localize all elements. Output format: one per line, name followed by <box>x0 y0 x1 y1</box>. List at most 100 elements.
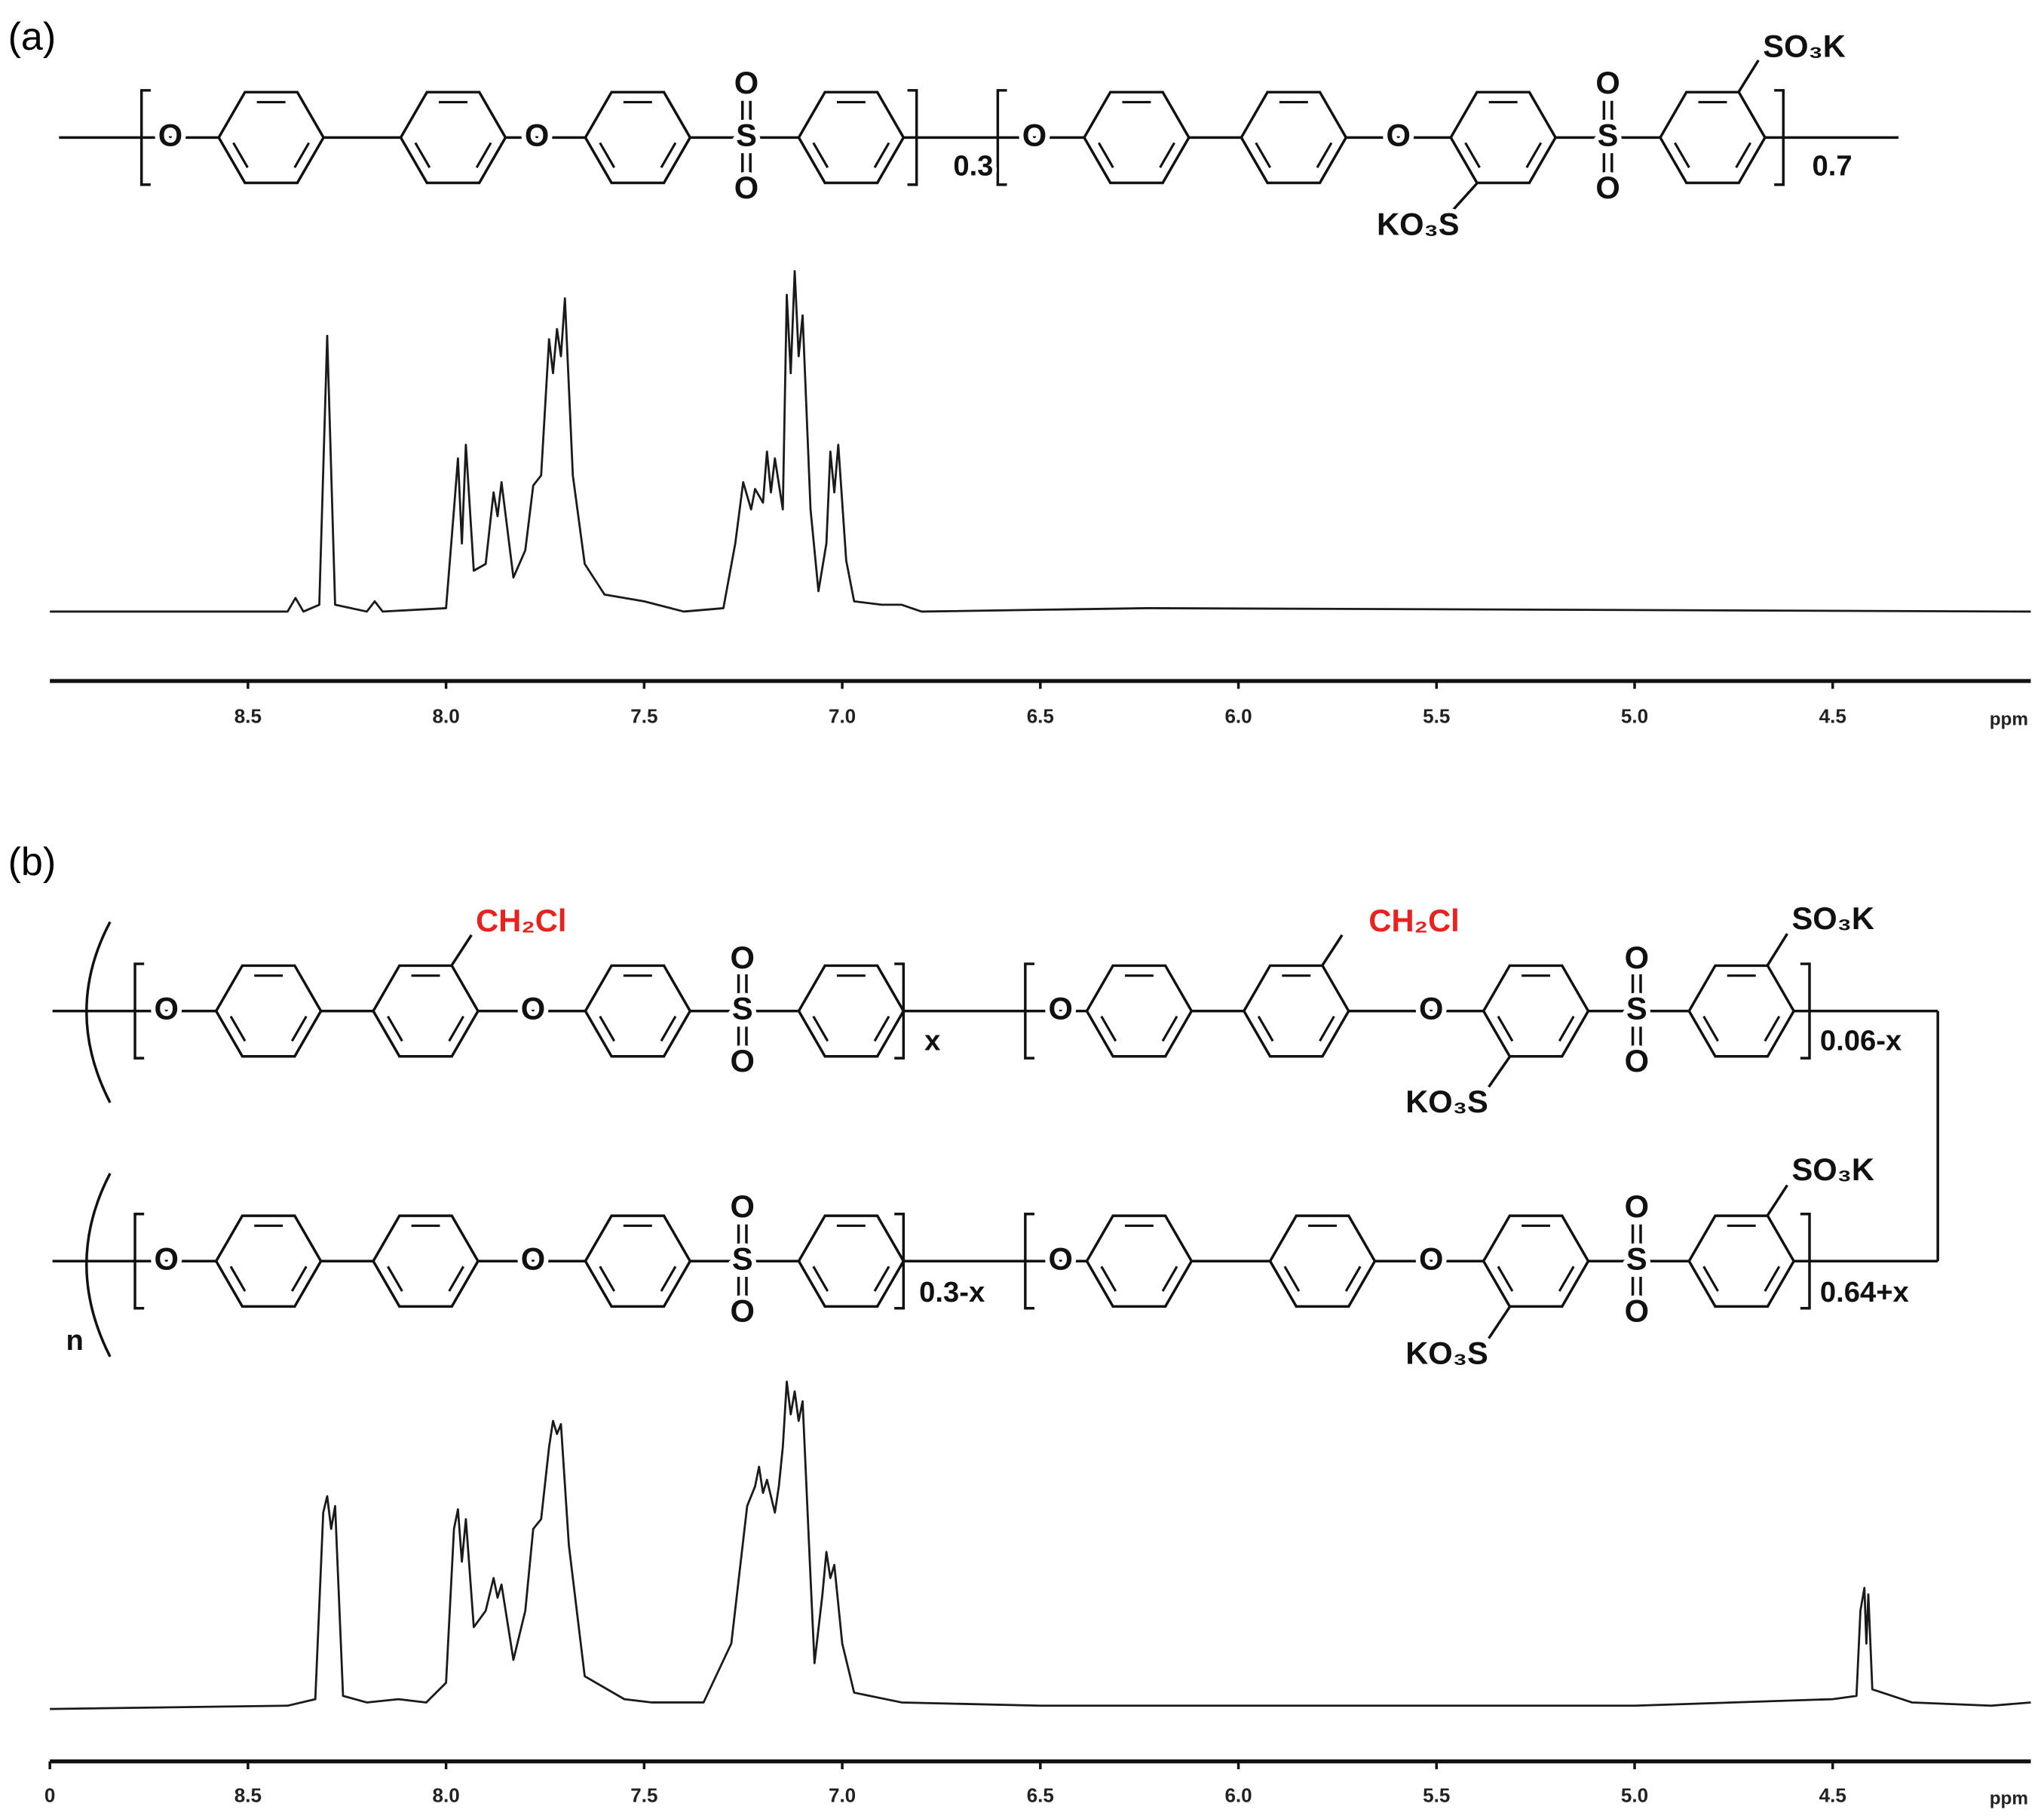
structure-label: O <box>154 991 178 1026</box>
bracket <box>133 1213 145 1310</box>
ring <box>1085 1214 1194 1308</box>
x-tick-label: 6.5 <box>1027 1784 1054 1806</box>
bond <box>1558 1015 1575 1042</box>
bond <box>812 142 829 168</box>
structure-label: S <box>1626 991 1647 1026</box>
bond <box>1321 934 1344 966</box>
structure-label: O <box>158 117 182 152</box>
bracket <box>1774 89 1785 186</box>
bracket <box>907 89 918 186</box>
bond <box>232 142 249 168</box>
structure-label: O <box>731 1043 755 1078</box>
structure-label: O <box>1625 940 1649 975</box>
bond <box>1100 1015 1117 1042</box>
x-tick-label: 8.0 <box>433 704 460 727</box>
bracket <box>894 1213 906 1310</box>
ring <box>1482 1214 1590 1308</box>
bond <box>1257 1015 1274 1042</box>
structure-label: KO₃S <box>1405 1335 1488 1370</box>
x-tick-label: 8.5 <box>234 704 262 727</box>
x-tick-label: 8.0 <box>433 1784 460 1806</box>
structure-label: O <box>525 117 549 152</box>
ring <box>1659 90 1767 185</box>
structure-label: O <box>1387 117 1411 152</box>
structure-label: 0.06-x <box>1820 1024 1902 1057</box>
parenthesis <box>85 1173 112 1357</box>
x-tick-label: 7.0 <box>829 704 856 727</box>
bond <box>599 1015 616 1042</box>
ring <box>1242 964 1350 1058</box>
ring <box>217 90 326 185</box>
x-tick-label: 6.0 <box>1224 704 1252 727</box>
ring <box>1268 1214 1377 1308</box>
structure-label: x <box>924 1024 940 1057</box>
structure-label: n <box>66 1324 83 1357</box>
structure-label: KO₃S <box>1405 1084 1488 1119</box>
structure-label: SO₃K <box>1791 1152 1874 1187</box>
bond <box>1161 1015 1178 1042</box>
structure-label: SO₃K <box>1763 28 1846 63</box>
bond <box>1497 1265 1514 1292</box>
structure-label: O <box>734 65 758 100</box>
x-tick-label: 7.5 <box>630 704 657 727</box>
ring <box>1482 964 1590 1058</box>
ring <box>214 964 323 1058</box>
structure-label: O <box>1595 65 1620 100</box>
bond <box>1319 1015 1335 1042</box>
structure-label: S <box>1626 1241 1647 1276</box>
ring <box>797 964 906 1058</box>
bond <box>387 1265 403 1292</box>
bracket <box>1800 1213 1811 1310</box>
ring <box>1687 964 1796 1058</box>
bracket <box>133 962 145 1060</box>
x-tick-label: 5.5 <box>1423 1784 1450 1806</box>
bond <box>1766 933 1788 966</box>
structure-label: O <box>1419 1241 1443 1276</box>
bond <box>873 1015 890 1042</box>
structure-label: SO₃K <box>1791 900 1874 936</box>
structure-label: S <box>1598 117 1619 152</box>
bond <box>1558 1265 1575 1292</box>
x-tick-label: 5.0 <box>1621 704 1648 727</box>
bond <box>414 142 431 168</box>
x-tick-label: 6.5 <box>1027 704 1054 727</box>
bond <box>1702 1015 1719 1042</box>
x-tick-label: 5.5 <box>1423 704 1450 727</box>
ring <box>584 90 692 185</box>
bond <box>1255 142 1272 168</box>
bond <box>812 1265 829 1292</box>
bond <box>1735 142 1751 168</box>
x-tick-label: 4.5 <box>1819 1784 1846 1806</box>
bond <box>1766 1184 1788 1216</box>
structure-label: 0.7 <box>1812 149 1852 182</box>
bond <box>1161 1265 1178 1292</box>
structure-label: O <box>731 940 755 975</box>
bond <box>290 1015 308 1042</box>
structure-label: 0.3-x <box>919 1276 985 1308</box>
bond <box>1316 142 1333 168</box>
bond <box>475 142 492 168</box>
bond <box>1488 1056 1511 1088</box>
ring <box>797 1214 906 1308</box>
bond <box>1100 1265 1117 1292</box>
x-tick-label: 8.5 <box>234 1784 262 1806</box>
ring <box>372 964 480 1058</box>
structure-label: O <box>1625 1043 1649 1078</box>
bond <box>448 1265 464 1292</box>
structure-label: O <box>1625 1293 1649 1329</box>
x-tick-label: 5.0 <box>1621 1784 1648 1806</box>
structure-label: O <box>521 1241 545 1276</box>
structure-label: O <box>1022 117 1047 152</box>
bracket <box>1024 962 1034 1060</box>
structure-label: O <box>1419 991 1443 1026</box>
x-axis-label: ppm <box>1990 1788 2028 1808</box>
structure-label: CH₂Cl <box>476 903 566 938</box>
bond <box>229 1015 247 1042</box>
structure-label: CH₂Cl <box>1368 903 1459 938</box>
spectrum <box>50 1380 2031 1710</box>
bond <box>1497 1015 1514 1042</box>
structure-label: 0.3 <box>953 149 993 182</box>
bond <box>1702 1265 1719 1292</box>
bond <box>229 1265 247 1292</box>
bond <box>873 1265 890 1292</box>
